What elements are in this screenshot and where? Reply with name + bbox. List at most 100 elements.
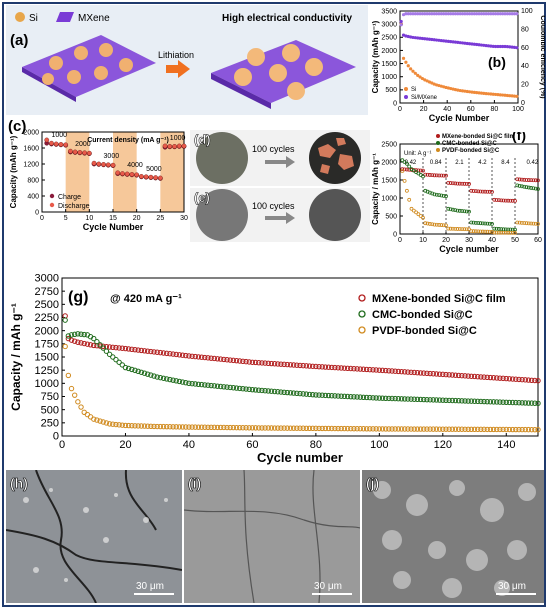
data-point-g-2 <box>268 425 275 431</box>
data-point-ce <box>465 12 469 16</box>
data-point-discharge <box>143 174 149 180</box>
data-point-g-1 <box>81 331 87 338</box>
fresh-electrode-e <box>196 189 248 241</box>
data-point-ce <box>437 12 441 16</box>
data-point-discharge <box>176 143 182 149</box>
data-point-f <box>490 229 494 234</box>
data-point-f <box>446 206 451 211</box>
data-point-si <box>479 91 484 95</box>
data-point-g-1 <box>186 380 192 387</box>
data-point-f <box>421 174 425 179</box>
data-point-f <box>503 198 508 203</box>
data-point-si <box>404 60 408 64</box>
data-point-g-1 <box>417 396 424 403</box>
legend-marker <box>404 95 408 99</box>
data-point-f <box>492 197 497 202</box>
data-point-si-mxene <box>413 36 417 40</box>
data-point-g-1 <box>294 390 300 397</box>
data-point-g-0 <box>278 361 284 367</box>
data-point-g-1 <box>284 389 291 396</box>
data-point-ce <box>423 12 427 16</box>
data-point-g-0 <box>528 377 535 383</box>
data-point-f <box>464 209 469 214</box>
data-point-f <box>467 182 471 186</box>
data-point-si-mxene <box>425 37 429 41</box>
data-point-g-2 <box>354 426 360 432</box>
data-point-discharge <box>120 171 125 176</box>
data-point-g-1 <box>119 362 125 368</box>
data-point-g-0 <box>319 364 325 370</box>
data-point-f <box>499 198 504 203</box>
data-point-g-0 <box>532 377 538 384</box>
y-tick-label: 1500 <box>381 177 397 184</box>
data-point-si <box>482 91 486 95</box>
data-point-g-2 <box>484 426 490 433</box>
data-point-f <box>407 197 412 202</box>
data-point-f <box>471 220 476 225</box>
data-point-g-2 <box>389 426 395 432</box>
data-point-g-0 <box>297 362 303 369</box>
data-point-ce <box>496 12 500 16</box>
data-point-f <box>400 167 405 172</box>
data-point-g-0 <box>243 358 249 365</box>
data-point-ce <box>444 12 448 16</box>
data-point-g-0 <box>389 368 395 374</box>
x-tick-label: 15 <box>109 215 117 222</box>
data-point-g-2 <box>500 426 506 433</box>
data-point-si-mxene <box>484 43 488 48</box>
data-point-g-1 <box>309 391 316 398</box>
data-point-g-1 <box>281 389 287 395</box>
data-point-f <box>483 221 487 226</box>
data-point-f <box>423 172 428 177</box>
x-tick-label: 0 <box>40 215 44 222</box>
data-point-f <box>457 227 462 231</box>
data-point-f <box>499 230 504 235</box>
y-tick-label: 2750 <box>35 286 59 298</box>
data-point-si-mxene <box>453 40 458 44</box>
data-point-g-0 <box>287 362 294 368</box>
data-point-f <box>476 229 481 234</box>
data-point-si-mxene <box>479 43 484 47</box>
data-point-g-1 <box>411 396 417 402</box>
data-point-g-0 <box>170 351 176 357</box>
data-point-g-1 <box>503 399 509 405</box>
data-point-g-1 <box>71 331 78 338</box>
data-point-si-mxene <box>399 19 403 24</box>
data-point-si-mxene <box>409 35 413 39</box>
data-point-g-0 <box>84 341 91 347</box>
data-point-ce <box>460 12 465 16</box>
data-point-g-1 <box>497 399 503 405</box>
data-point-g-0 <box>525 377 532 383</box>
data-point-g-0 <box>230 357 237 364</box>
data-point-g-1 <box>68 332 75 338</box>
data-point-discharge <box>153 175 158 180</box>
data-point-g-1 <box>424 396 430 403</box>
y-tick-label: 2500 <box>35 299 59 311</box>
data-point-ce <box>418 12 422 16</box>
data-point-g-0 <box>436 371 443 377</box>
data-point-g-0 <box>367 366 373 373</box>
data-point-g-1 <box>313 392 319 398</box>
si-legend-marker <box>15 12 25 22</box>
data-point-f <box>519 220 524 225</box>
data-point-g-1 <box>94 339 100 345</box>
data-point-f <box>517 183 522 188</box>
data-point-g-1 <box>389 395 395 402</box>
si-legend-text: Si <box>29 13 38 24</box>
x-tick-label: 10 <box>419 237 427 244</box>
data-point-f <box>467 227 471 232</box>
data-point-f <box>439 223 444 227</box>
data-point-g-2 <box>135 423 141 429</box>
data-point-g-1 <box>373 395 379 401</box>
data-point-g-0 <box>405 369 411 375</box>
data-point-g-0 <box>157 349 164 356</box>
panel-b-chart: 0 20 40 60 80 1000500100015002000250030003500… <box>371 8 545 123</box>
data-point-ce <box>416 12 420 16</box>
data-point-g-1 <box>338 393 344 399</box>
rate-label: 0.42 <box>405 160 417 166</box>
data-point-g-2 <box>459 426 465 432</box>
data-point-f <box>490 189 494 194</box>
data-point-si-mxene <box>489 44 493 48</box>
data-point-f <box>446 180 451 185</box>
plot-frame <box>399 143 539 235</box>
